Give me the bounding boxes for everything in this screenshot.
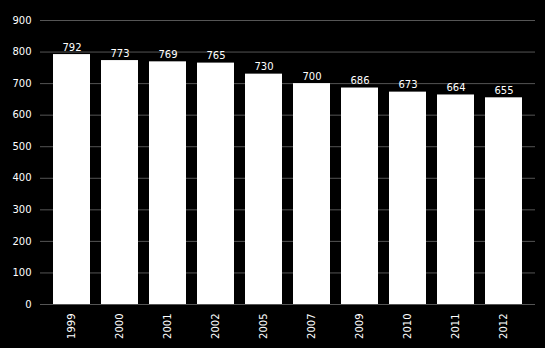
svg-text:200: 200 bbox=[12, 236, 31, 247]
svg-text:700: 700 bbox=[302, 71, 321, 82]
svg-text:2000: 2000 bbox=[114, 314, 125, 339]
svg-text:730: 730 bbox=[254, 61, 273, 72]
svg-text:2001: 2001 bbox=[162, 314, 173, 339]
svg-text:686: 686 bbox=[350, 75, 369, 86]
svg-text:673: 673 bbox=[398, 79, 417, 90]
svg-text:800: 800 bbox=[12, 46, 31, 57]
svg-text:900: 900 bbox=[12, 15, 31, 26]
svg-text:2010: 2010 bbox=[402, 314, 413, 339]
svg-text:300: 300 bbox=[12, 204, 31, 215]
svg-text:2002: 2002 bbox=[210, 314, 221, 339]
svg-text:2012: 2012 bbox=[498, 314, 509, 339]
svg-text:1999: 1999 bbox=[66, 314, 77, 339]
svg-text:500: 500 bbox=[12, 141, 31, 152]
svg-text:765: 765 bbox=[206, 50, 225, 61]
svg-text:655: 655 bbox=[494, 85, 513, 96]
svg-text:2009: 2009 bbox=[354, 314, 365, 339]
svg-text:773: 773 bbox=[110, 48, 129, 59]
svg-text:700: 700 bbox=[12, 78, 31, 89]
svg-text:600: 600 bbox=[12, 109, 31, 120]
svg-text:2005: 2005 bbox=[258, 314, 269, 339]
svg-text:400: 400 bbox=[12, 172, 31, 183]
svg-text:664: 664 bbox=[446, 82, 465, 93]
svg-text:100: 100 bbox=[12, 267, 31, 278]
svg-text:792: 792 bbox=[62, 42, 81, 53]
svg-text:769: 769 bbox=[158, 49, 177, 60]
svg-text:0: 0 bbox=[25, 299, 31, 310]
svg-text:2007: 2007 bbox=[306, 314, 317, 339]
svg-text:2011: 2011 bbox=[450, 314, 461, 339]
